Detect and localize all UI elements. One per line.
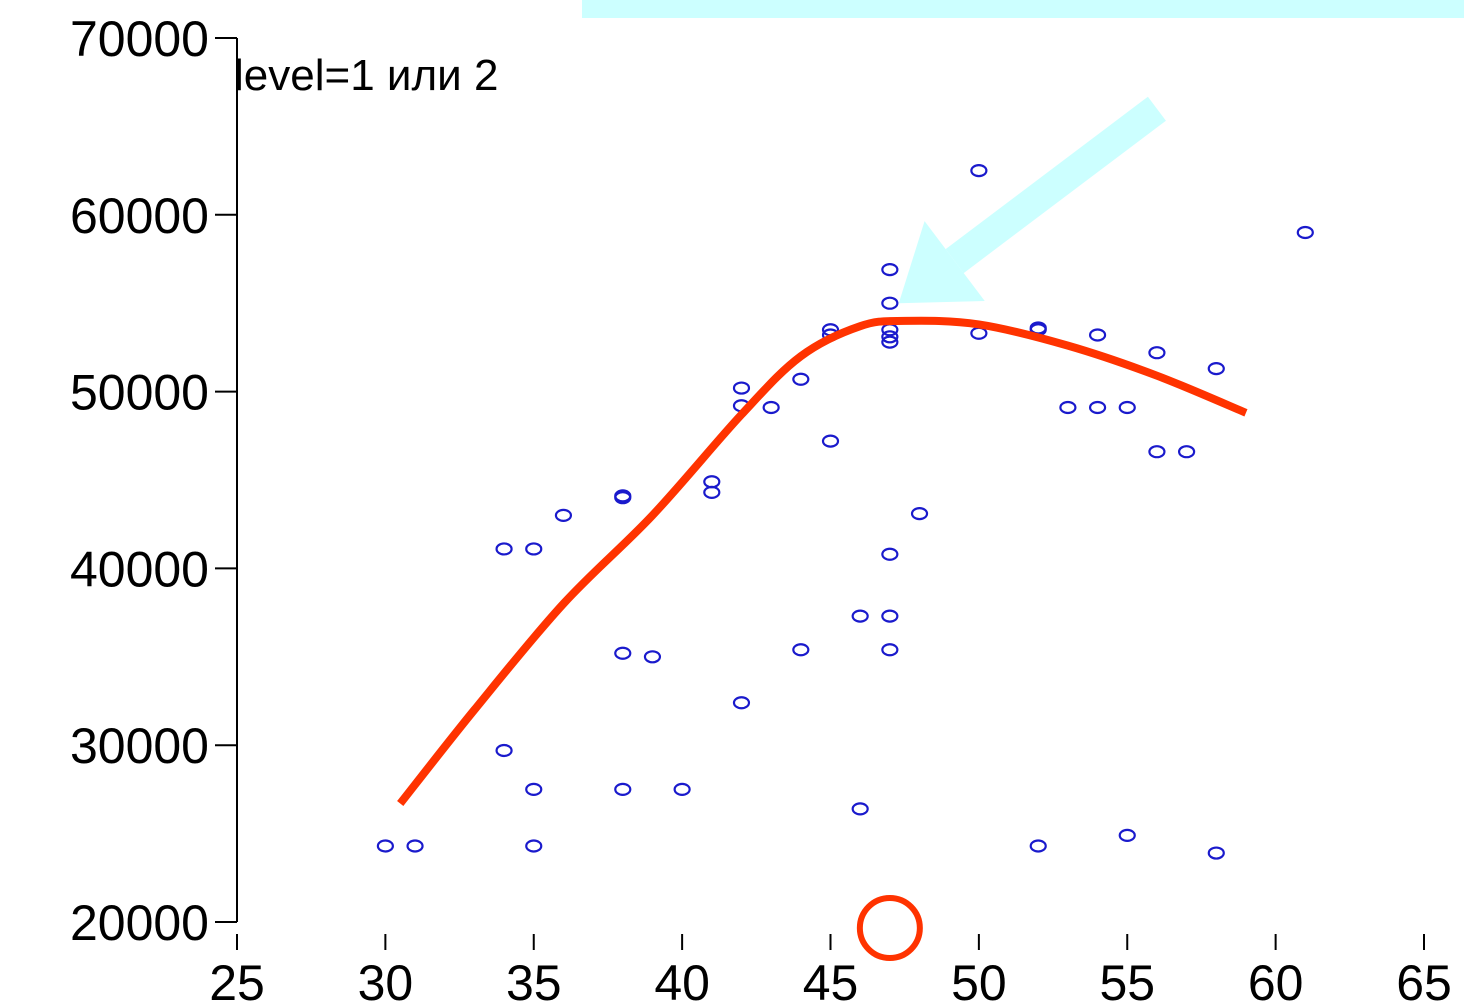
- data-point: [762, 400, 780, 415]
- y-tick-label: 30000: [70, 718, 209, 774]
- data-point: [495, 542, 513, 556]
- data-point: [1207, 362, 1225, 376]
- fitted-curve-line: [397, 316, 1248, 807]
- data-point: [732, 381, 751, 395]
- arrow-head: [898, 221, 985, 304]
- arrow-shaft: [945, 96, 1166, 274]
- x-tick-label: 25: [209, 955, 265, 1004]
- data-point: [910, 506, 929, 521]
- data-point: [406, 839, 424, 853]
- data-point: [881, 335, 899, 349]
- data-point: [376, 839, 394, 853]
- data-point: [614, 782, 632, 797]
- y-tick-label: 70000: [70, 11, 209, 67]
- data-point: [614, 491, 632, 505]
- data-point: [643, 650, 662, 664]
- data-point: [703, 475, 721, 489]
- data-point: [495, 743, 513, 758]
- data-point: [525, 542, 543, 556]
- data-point: [881, 263, 899, 277]
- data-point: [673, 782, 691, 797]
- data-point: [1118, 400, 1136, 415]
- trend-curve: [397, 316, 1248, 807]
- level-annotation: level=1 или 2: [234, 51, 498, 100]
- y-tick-label: 20000: [70, 895, 209, 951]
- data-point: [792, 643, 810, 657]
- data-point: [851, 609, 869, 623]
- data-point: [1059, 400, 1077, 415]
- data-point: [970, 326, 988, 340]
- data-point: [1207, 846, 1225, 860]
- data-point: [1029, 839, 1047, 853]
- data-point: [881, 330, 899, 344]
- data-point: [821, 434, 840, 448]
- data-point: [970, 164, 988, 178]
- data-point: [732, 696, 751, 710]
- x-tick-label: 45: [803, 955, 859, 1004]
- data-point: [792, 372, 810, 386]
- scatter-points: [376, 164, 1314, 860]
- data-point: [1177, 445, 1196, 459]
- data-point: [525, 782, 543, 797]
- top-highlight-box: [582, 0, 1464, 18]
- data-point: [614, 646, 632, 660]
- data-point: [881, 643, 899, 657]
- x-tick-label: 60: [1248, 955, 1304, 1004]
- axes: 20000 30000 40000 50000 60000 70000 25 30 35 40 45…: [70, 11, 1452, 1004]
- x-tick-label: 50: [951, 955, 1007, 1004]
- data-point: [1088, 328, 1107, 342]
- y-tick-label: 50000: [70, 365, 209, 421]
- data-point: [554, 508, 573, 522]
- data-point: [525, 839, 543, 853]
- data-point: [1148, 346, 1166, 360]
- annotations: [856, 96, 1166, 961]
- x-tick-label: 40: [654, 955, 710, 1004]
- x-tick-label: 30: [358, 955, 414, 1004]
- x-tick-label: 55: [1099, 955, 1155, 1004]
- x-tick-label: 35: [506, 955, 562, 1004]
- data-point: [851, 802, 869, 816]
- data-point: [1148, 445, 1166, 459]
- data-point: [881, 296, 899, 310]
- y-tick-label: 40000: [70, 541, 209, 597]
- y-tick-label: 60000: [70, 188, 209, 244]
- data-point: [881, 609, 899, 623]
- x-axis-circle-marker: [856, 895, 923, 961]
- x-tick-label: 65: [1396, 955, 1452, 1004]
- data-point: [1296, 225, 1314, 240]
- data-point: [703, 485, 721, 499]
- data-point: [881, 547, 899, 561]
- data-point: [1088, 400, 1107, 415]
- data-point: [1118, 828, 1136, 842]
